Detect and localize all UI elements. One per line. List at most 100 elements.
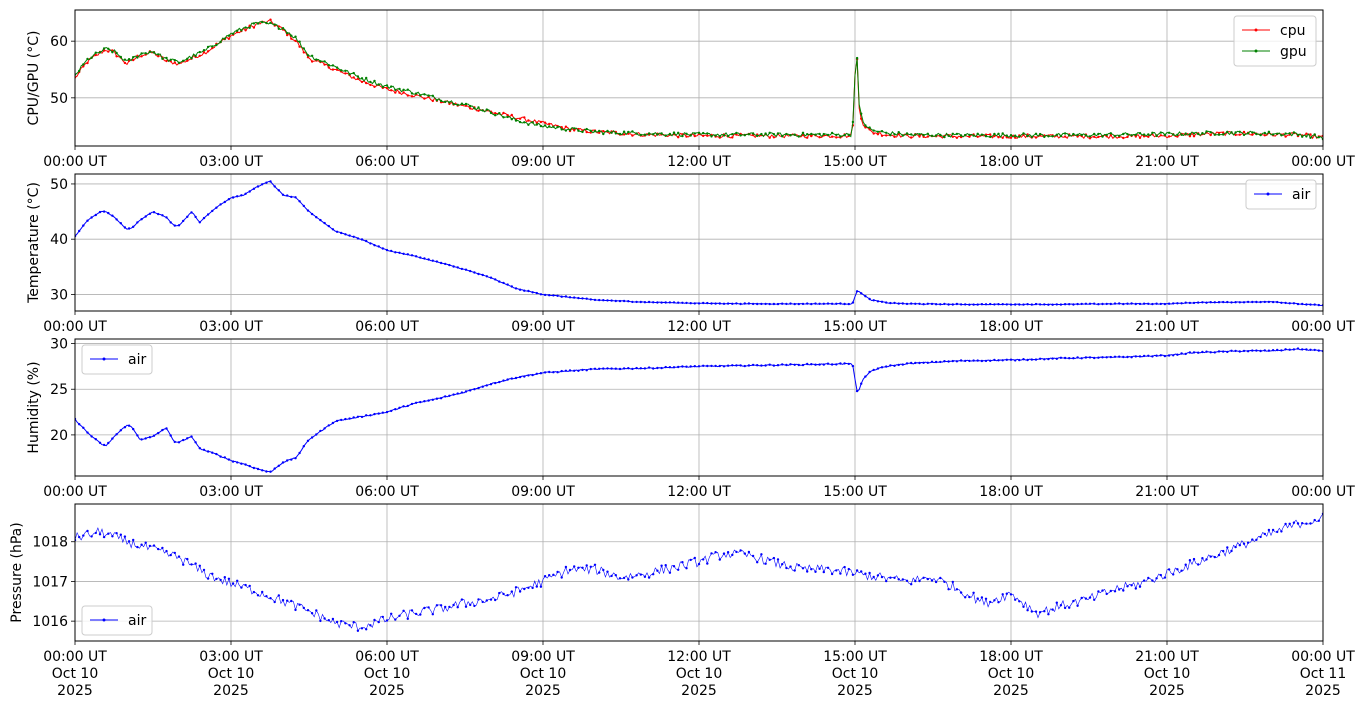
data-point-gpu bbox=[718, 135, 721, 138]
data-point-gpu bbox=[1076, 133, 1079, 137]
data-point-gpu bbox=[1130, 134, 1133, 137]
data-point-cpu bbox=[1138, 136, 1142, 139]
data-point-air bbox=[360, 627, 364, 630]
data-point-air bbox=[926, 302, 929, 305]
data-point-air bbox=[489, 598, 493, 601]
data-point-air bbox=[78, 535, 81, 539]
data-point-gpu bbox=[631, 130, 634, 133]
data-point-cpu bbox=[818, 136, 821, 139]
data-point-gpu bbox=[136, 56, 139, 59]
data-point-gpu bbox=[298, 40, 301, 43]
data-point-gpu bbox=[1267, 130, 1271, 133]
data-point-air bbox=[843, 362, 846, 365]
data-point-gpu bbox=[173, 59, 176, 62]
data-point-gpu bbox=[381, 85, 384, 89]
data-point-air bbox=[481, 273, 484, 277]
data-point-air bbox=[1230, 349, 1233, 352]
data-point-air bbox=[1043, 610, 1046, 613]
y-axis-label: Temperature (°C) bbox=[26, 182, 42, 304]
data-point-air bbox=[672, 366, 676, 369]
data-point-air bbox=[523, 587, 526, 591]
data-point-air bbox=[1197, 351, 1200, 354]
data-point-gpu bbox=[1163, 133, 1167, 137]
data-point-cpu bbox=[290, 37, 293, 40]
data-point-air bbox=[1226, 546, 1229, 549]
data-point-air bbox=[231, 460, 235, 463]
data-point-air bbox=[860, 292, 863, 295]
data-point-air bbox=[872, 299, 875, 302]
data-point-cpu bbox=[1001, 136, 1004, 139]
data-point-gpu bbox=[793, 133, 796, 136]
data-point-air bbox=[1167, 302, 1171, 305]
data-point-gpu bbox=[348, 73, 351, 76]
data-point-gpu bbox=[577, 129, 580, 132]
data-point-air bbox=[843, 302, 846, 306]
data-point-cpu bbox=[1014, 136, 1017, 139]
data-point-air bbox=[456, 266, 459, 269]
data-point-air bbox=[298, 451, 301, 455]
data-point-air bbox=[548, 294, 551, 297]
data-point-air bbox=[702, 301, 705, 305]
data-point-air bbox=[564, 565, 568, 569]
data-point-air bbox=[240, 194, 243, 197]
data-point-air bbox=[82, 534, 85, 537]
x-tick-label: 12:00 UT bbox=[667, 154, 731, 170]
data-point-air bbox=[1317, 519, 1321, 522]
data-point-gpu bbox=[1246, 132, 1250, 135]
data-point-cpu bbox=[1009, 136, 1013, 139]
data-point-gpu bbox=[1051, 135, 1054, 138]
data-point-air bbox=[194, 215, 197, 219]
data-point-air bbox=[94, 438, 98, 441]
legend-box bbox=[1233, 15, 1317, 67]
data-point-air bbox=[681, 365, 684, 368]
data-point-air bbox=[190, 211, 193, 214]
data-point-air bbox=[460, 267, 464, 271]
data-point-air bbox=[1280, 301, 1283, 304]
data-point-cpu bbox=[677, 136, 680, 139]
data-point-air bbox=[860, 382, 863, 385]
data-point-air bbox=[173, 440, 176, 444]
data-point-air bbox=[980, 359, 984, 363]
data-point-air bbox=[1255, 300, 1258, 304]
data-point-air bbox=[365, 239, 368, 243]
data-point-air bbox=[502, 379, 505, 382]
data-point-air bbox=[1296, 302, 1300, 306]
data-point-air bbox=[1251, 349, 1254, 352]
data-point-air bbox=[281, 598, 285, 602]
data-point-gpu bbox=[847, 133, 850, 136]
data-point-air bbox=[194, 441, 197, 444]
data-point-air bbox=[1172, 302, 1175, 305]
data-point-air bbox=[614, 367, 617, 370]
data-point-gpu bbox=[294, 35, 297, 38]
data-point-gpu bbox=[972, 134, 975, 137]
x-tick-label: 09:00 UT Oct 10 2025 bbox=[511, 649, 575, 699]
data-point-cpu bbox=[1063, 135, 1067, 138]
data-point-gpu bbox=[1147, 133, 1150, 136]
data-point-air bbox=[681, 301, 684, 304]
data-point-air bbox=[1192, 351, 1196, 354]
x-tick-label: 06:00 UT bbox=[355, 154, 419, 170]
data-point-air bbox=[930, 302, 934, 306]
data-point-gpu bbox=[618, 132, 622, 136]
data-point-air bbox=[568, 369, 572, 372]
data-point-gpu bbox=[897, 131, 900, 134]
data-point-air bbox=[1242, 542, 1246, 545]
data-point-air bbox=[647, 366, 651, 369]
data-point-air bbox=[951, 580, 954, 584]
data-point-air bbox=[1093, 356, 1096, 360]
data-point-cpu bbox=[335, 68, 339, 72]
data-point-air bbox=[860, 570, 863, 573]
data-point-cpu bbox=[1126, 135, 1129, 139]
data-point-air bbox=[905, 362, 909, 365]
data-point-gpu bbox=[123, 58, 127, 61]
data-point-air bbox=[348, 417, 351, 420]
data-point-gpu bbox=[1188, 133, 1192, 136]
data-point-cpu bbox=[206, 50, 210, 53]
data-point-gpu bbox=[1126, 133, 1129, 136]
data-point-gpu bbox=[722, 134, 726, 137]
data-point-air bbox=[1097, 590, 1100, 593]
y-tick-label: 50 bbox=[50, 177, 68, 193]
data-point-air bbox=[1080, 596, 1083, 600]
data-point-air bbox=[144, 215, 147, 218]
data-point-gpu bbox=[743, 134, 746, 137]
